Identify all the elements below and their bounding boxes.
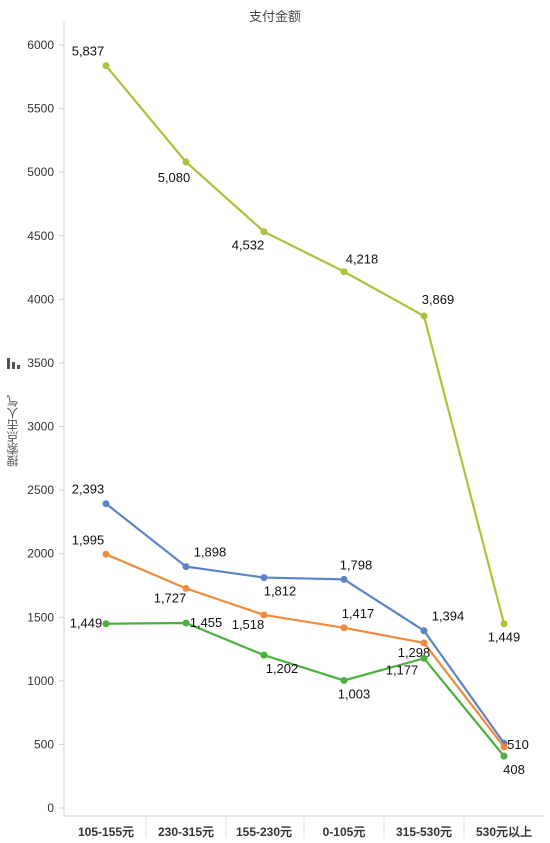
x-tick-label: 155-230元 [236,825,292,839]
y-tick-label: 2000 [27,547,54,561]
data-point[interactable] [260,228,268,236]
data-point[interactable] [182,619,190,627]
data-label: 510 [507,737,529,752]
y-tick-label: 1000 [27,674,54,688]
data-label: 1,518 [232,617,265,632]
data-point[interactable] [340,624,348,632]
data-label: 5,080 [158,170,191,185]
data-point[interactable] [340,575,348,583]
y-tick-label: 0 [47,801,54,815]
data-label: 1,449 [70,616,103,631]
x-tick-label: 315-530元 [396,825,452,839]
x-tick-label: 530元以上 [476,824,532,839]
data-point[interactable] [260,651,268,659]
data-label: 1,449 [488,630,521,645]
data-label: 4,532 [232,238,265,253]
y-tick-label: 5500 [27,102,54,116]
y-tick-label: 500 [34,737,54,751]
data-label: 1,394 [432,609,465,624]
data-point[interactable] [260,611,268,619]
data-label: 3,869 [422,292,455,307]
data-point[interactable] [260,574,268,582]
data-label: 1,177 [386,662,419,677]
data-point[interactable] [420,627,428,635]
data-point[interactable] [182,158,190,166]
data-point[interactable] [102,500,110,508]
data-point[interactable] [500,620,508,628]
data-label: 2,393 [72,482,105,497]
data-label: 1,995 [72,532,105,547]
y-tick-label: 6000 [27,38,54,52]
data-point[interactable] [182,584,190,592]
data-label: 1,798 [340,557,373,572]
y-tick-label: 1500 [27,610,54,624]
data-point[interactable] [420,639,428,647]
data-label: 1,812 [264,584,297,599]
data-label: 1,455 [190,615,223,630]
data-label: 1,727 [154,590,187,605]
y-tick-label: 3000 [27,420,54,434]
data-label: 1,417 [342,606,375,621]
y-tick-label: 4000 [27,292,54,306]
data-label: 408 [503,762,525,777]
y-tick-label: 3500 [27,356,54,370]
y-tick-label: 5000 [27,165,54,179]
y-tick-label: 4500 [27,229,54,243]
series-line [105,65,506,625]
data-point[interactable] [102,550,110,558]
data-point[interactable] [102,620,110,628]
data-point[interactable] [340,268,348,276]
data-label: 1,202 [266,661,299,676]
data-point[interactable] [500,752,508,760]
data-point[interactable] [500,743,508,751]
y-tick-label: 2500 [27,483,54,497]
data-point[interactable] [102,62,110,70]
data-label: 1,003 [338,686,371,701]
data-point[interactable] [182,563,190,571]
series-line [105,502,505,744]
data-label: 4,218 [346,252,379,267]
x-tick-label: 230-315元 [158,825,214,839]
x-tick-label: 105-155元 [78,825,134,839]
series-line [105,621,505,757]
data-point[interactable] [340,676,348,684]
data-point[interactable] [420,654,428,662]
bar-chart-icon[interactable] [6,356,22,370]
data-label: 1,898 [194,545,227,560]
data-point[interactable] [420,312,428,320]
chart-title: 支付金额 [248,9,301,24]
x-tick-label: 0-105元 [323,825,366,839]
series-line [105,553,505,748]
data-label: 5,837 [72,44,105,59]
